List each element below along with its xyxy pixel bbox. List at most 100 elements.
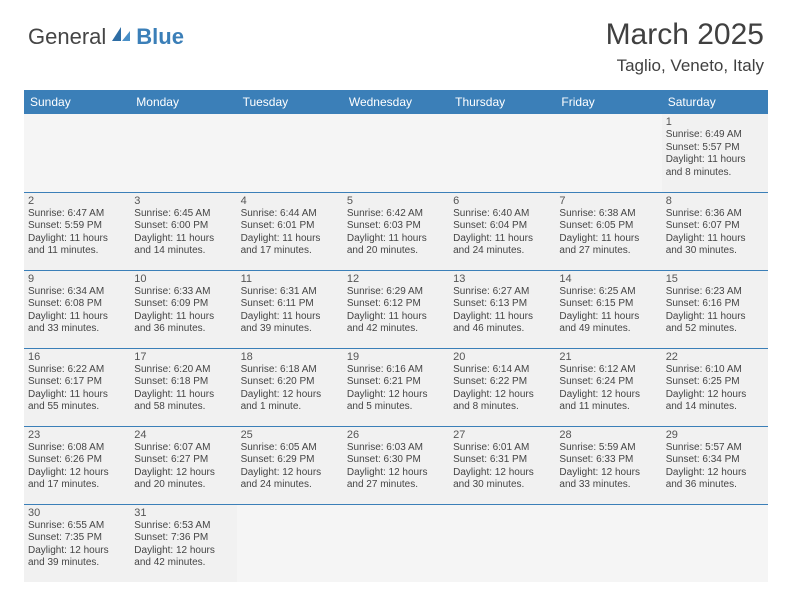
calendar-day: 31Sunrise: 6:53 AMSunset: 7:36 PMDayligh… (130, 504, 236, 582)
calendar-table: SundayMondayTuesdayWednesdayThursdayFrid… (24, 90, 768, 582)
calendar-day: 20Sunrise: 6:14 AMSunset: 6:22 PMDayligh… (449, 348, 555, 426)
calendar-day: 3Sunrise: 6:45 AMSunset: 6:00 PMDaylight… (130, 192, 236, 270)
day-info-sunset: Sunset: 6:05 PM (559, 220, 657, 233)
day-info-day2: and 24 minutes. (241, 479, 339, 492)
day-info-sunset: Sunset: 6:16 PM (666, 298, 764, 311)
day-info-day1: Daylight: 11 hours (134, 233, 232, 246)
day-info-sunset: Sunset: 5:57 PM (666, 142, 764, 155)
day-number: 8 (666, 195, 764, 207)
calendar-day: 1Sunrise: 6:49 AMSunset: 5:57 PMDaylight… (662, 114, 768, 192)
day-info-day1: Daylight: 11 hours (666, 311, 764, 324)
day-info-day2: and 14 minutes. (666, 401, 764, 414)
day-header: Friday (555, 90, 661, 114)
calendar-day: 26Sunrise: 6:03 AMSunset: 6:30 PMDayligh… (343, 426, 449, 504)
day-info-day1: Daylight: 12 hours (134, 467, 232, 480)
day-info-day2: and 39 minutes. (28, 557, 126, 570)
day-info-day2: and 5 minutes. (347, 401, 445, 414)
day-info-day1: Daylight: 12 hours (241, 389, 339, 402)
day-header: Saturday (662, 90, 768, 114)
day-info-day2: and 14 minutes. (134, 245, 232, 258)
day-info-sunrise: Sunrise: 6:12 AM (559, 364, 657, 377)
day-info-day1: Daylight: 11 hours (559, 311, 657, 324)
day-info-day1: Daylight: 11 hours (453, 233, 551, 246)
day-info-sunrise: Sunrise: 6:23 AM (666, 286, 764, 299)
day-info-day1: Daylight: 11 hours (347, 311, 445, 324)
day-info-sunrise: Sunrise: 6:07 AM (134, 442, 232, 455)
calendar-day: 4Sunrise: 6:44 AMSunset: 6:01 PMDaylight… (237, 192, 343, 270)
day-info-day2: and 1 minute. (241, 401, 339, 414)
day-info-sunrise: Sunrise: 6:03 AM (347, 442, 445, 455)
day-number: 11 (241, 273, 339, 285)
day-info-day1: Daylight: 11 hours (666, 233, 764, 246)
day-info-sunrise: Sunrise: 6:05 AM (241, 442, 339, 455)
calendar-empty (237, 504, 343, 582)
day-info-day2: and 8 minutes. (453, 401, 551, 414)
day-info-day1: Daylight: 12 hours (453, 389, 551, 402)
calendar-day: 23Sunrise: 6:08 AMSunset: 6:26 PMDayligh… (24, 426, 130, 504)
day-number: 23 (28, 429, 126, 441)
day-info-sunrise: Sunrise: 6:25 AM (559, 286, 657, 299)
day-info-day2: and 17 minutes. (241, 245, 339, 258)
calendar-empty (555, 114, 661, 192)
day-info-sunrise: Sunrise: 6:36 AM (666, 208, 764, 221)
day-info-day1: Daylight: 12 hours (453, 467, 551, 480)
day-info-day1: Daylight: 12 hours (28, 545, 126, 558)
day-info-sunset: Sunset: 6:31 PM (453, 454, 551, 467)
day-number: 5 (347, 195, 445, 207)
day-info-sunset: Sunset: 6:12 PM (347, 298, 445, 311)
day-info-day1: Daylight: 11 hours (666, 154, 764, 167)
day-info-sunset: Sunset: 6:07 PM (666, 220, 764, 233)
day-number: 7 (559, 195, 657, 207)
day-number: 14 (559, 273, 657, 285)
calendar-day: 16Sunrise: 6:22 AMSunset: 6:17 PMDayligh… (24, 348, 130, 426)
page-header: General Blue March 2025 Taglio, Veneto, … (0, 0, 792, 84)
calendar-day: 24Sunrise: 6:07 AMSunset: 6:27 PMDayligh… (130, 426, 236, 504)
day-info-day2: and 27 minutes. (347, 479, 445, 492)
day-info-day1: Daylight: 12 hours (241, 467, 339, 480)
day-info-day1: Daylight: 11 hours (453, 311, 551, 324)
day-header-row: SundayMondayTuesdayWednesdayThursdayFrid… (24, 90, 768, 114)
day-info-day1: Daylight: 12 hours (347, 389, 445, 402)
day-number: 21 (559, 351, 657, 363)
calendar-day: 14Sunrise: 6:25 AMSunset: 6:15 PMDayligh… (555, 270, 661, 348)
day-info-sunset: Sunset: 6:29 PM (241, 454, 339, 467)
day-info-day2: and 33 minutes. (559, 479, 657, 492)
calendar-empty (449, 114, 555, 192)
calendar-day: 27Sunrise: 6:01 AMSunset: 6:31 PMDayligh… (449, 426, 555, 504)
day-info-sunset: Sunset: 6:25 PM (666, 376, 764, 389)
title-block: March 2025 Taglio, Veneto, Italy (606, 18, 764, 76)
day-info-day1: Daylight: 11 hours (241, 311, 339, 324)
day-number: 29 (666, 429, 764, 441)
calendar-day: 29Sunrise: 5:57 AMSunset: 6:34 PMDayligh… (662, 426, 768, 504)
calendar-empty (130, 114, 236, 192)
day-info-sunset: Sunset: 6:33 PM (559, 454, 657, 467)
day-number: 13 (453, 273, 551, 285)
day-info-day2: and 20 minutes. (347, 245, 445, 258)
day-number: 26 (347, 429, 445, 441)
day-info-day1: Daylight: 11 hours (559, 233, 657, 246)
day-info-sunrise: Sunrise: 5:57 AM (666, 442, 764, 455)
calendar-day: 22Sunrise: 6:10 AMSunset: 6:25 PMDayligh… (662, 348, 768, 426)
day-info-sunrise: Sunrise: 6:22 AM (28, 364, 126, 377)
day-info-sunset: Sunset: 5:59 PM (28, 220, 126, 233)
day-number: 31 (134, 507, 232, 519)
calendar-day: 11Sunrise: 6:31 AMSunset: 6:11 PMDayligh… (237, 270, 343, 348)
day-info-day2: and 49 minutes. (559, 323, 657, 336)
calendar-day: 13Sunrise: 6:27 AMSunset: 6:13 PMDayligh… (449, 270, 555, 348)
day-info-sunrise: Sunrise: 6:44 AM (241, 208, 339, 221)
day-number: 6 (453, 195, 551, 207)
day-info-sunrise: Sunrise: 6:29 AM (347, 286, 445, 299)
day-info-sunrise: Sunrise: 6:34 AM (28, 286, 126, 299)
day-info-sunset: Sunset: 6:30 PM (347, 454, 445, 467)
calendar-empty (449, 504, 555, 582)
calendar-day: 21Sunrise: 6:12 AMSunset: 6:24 PMDayligh… (555, 348, 661, 426)
day-info-day1: Daylight: 11 hours (134, 311, 232, 324)
calendar-body: 1Sunrise: 6:49 AMSunset: 5:57 PMDaylight… (24, 114, 768, 582)
day-info-sunset: Sunset: 6:09 PM (134, 298, 232, 311)
day-info-sunset: Sunset: 6:17 PM (28, 376, 126, 389)
calendar-day: 2Sunrise: 6:47 AMSunset: 5:59 PMDaylight… (24, 192, 130, 270)
calendar-week: 30Sunrise: 6:55 AMSunset: 7:35 PMDayligh… (24, 504, 768, 582)
day-info-sunset: Sunset: 6:13 PM (453, 298, 551, 311)
day-info-day2: and 17 minutes. (28, 479, 126, 492)
day-info-sunset: Sunset: 6:20 PM (241, 376, 339, 389)
